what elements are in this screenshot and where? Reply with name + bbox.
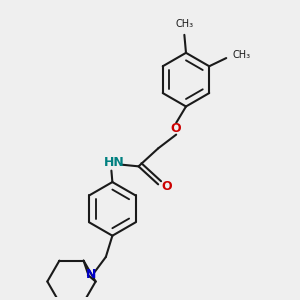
Text: N: N bbox=[86, 268, 96, 281]
Text: HN: HN bbox=[103, 156, 124, 169]
Text: O: O bbox=[161, 181, 172, 194]
Text: O: O bbox=[171, 122, 181, 135]
Text: CH₃: CH₃ bbox=[232, 50, 250, 61]
Text: CH₃: CH₃ bbox=[175, 19, 194, 29]
